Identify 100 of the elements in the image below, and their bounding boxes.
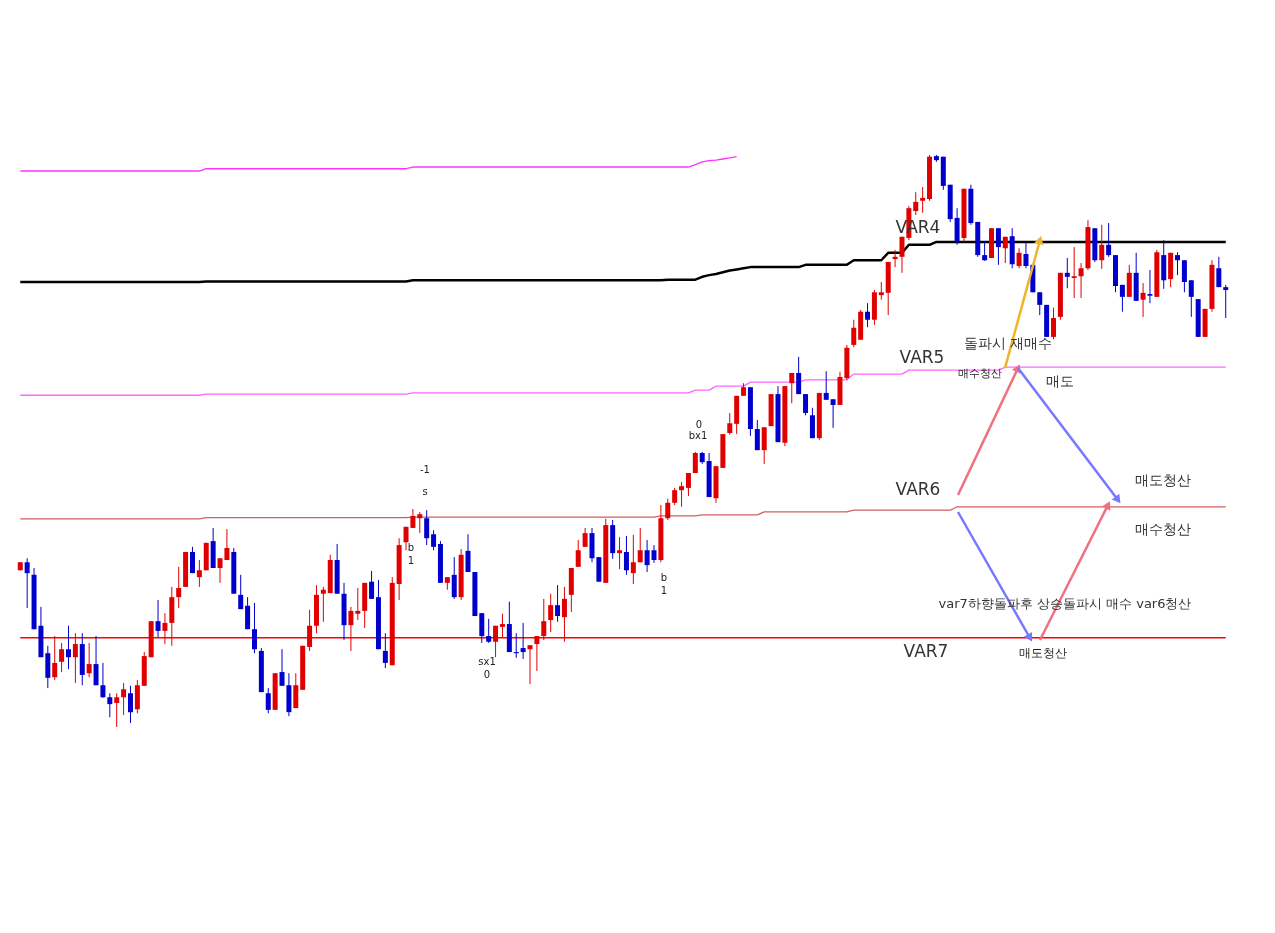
candlestick [520, 622, 526, 660]
candlestick [555, 584, 561, 623]
candlestick [1181, 259, 1187, 293]
annotation: VAR7 [903, 641, 949, 661]
candlestick [238, 574, 244, 610]
candlestick [451, 556, 457, 600]
candlestick [499, 613, 505, 638]
annotation: b [407, 542, 415, 553]
candlestick [162, 612, 168, 645]
candlestick [1099, 224, 1105, 270]
candlestick [679, 481, 685, 508]
candlestick [830, 398, 836, 429]
annotation: 매도청산 [1135, 472, 1191, 488]
candlestick [86, 642, 92, 678]
candlestick [196, 559, 202, 588]
candlestick [1216, 256, 1222, 288]
candlestick [1140, 282, 1146, 318]
annotation: 매도 [1046, 373, 1074, 389]
candlestick [1078, 262, 1084, 299]
candlestick [1064, 257, 1070, 289]
annotation: VAR6 [895, 479, 941, 499]
candlestick [348, 606, 354, 652]
candlestick [630, 534, 636, 585]
annotation: 매수청산 [958, 367, 1002, 380]
candlestick [920, 186, 926, 214]
annotation: -1 [420, 464, 430, 475]
candlestick [892, 249, 898, 268]
candlestick [761, 426, 767, 465]
candlestick [754, 419, 760, 451]
candlestick [72, 632, 78, 684]
candlestick [796, 356, 802, 395]
candlestick [1175, 251, 1181, 276]
candlestick [107, 692, 113, 718]
candlestick [1037, 291, 1043, 316]
candlestick [155, 599, 161, 638]
candlestick [293, 672, 299, 709]
candlestick [320, 586, 326, 623]
annotation: 0 [483, 669, 491, 680]
annotation: 매수청산 [1135, 521, 1191, 537]
candlestick [623, 535, 629, 576]
candlestick [582, 527, 588, 548]
annotation: s [422, 486, 428, 497]
candlestick [1051, 307, 1057, 340]
annotation: bx1 [688, 430, 708, 441]
annotation: VAR5 [899, 347, 945, 367]
candlestick [465, 533, 471, 573]
candlestick [665, 498, 671, 521]
annotation: 1 [407, 555, 415, 566]
candlestick [548, 593, 554, 633]
candlestick [637, 527, 643, 563]
candlestick [823, 370, 829, 401]
candlestick [685, 472, 691, 497]
candlestick [486, 618, 492, 644]
candlestick [1071, 246, 1077, 299]
candlestick [1188, 279, 1194, 318]
candlestick [1106, 222, 1112, 258]
annotation: b [660, 572, 668, 583]
candlestick [1223, 284, 1229, 319]
candlestick [417, 511, 423, 534]
candlestick [65, 625, 71, 670]
candlestick [382, 632, 388, 669]
candlestick [865, 302, 871, 328]
candlestick [176, 566, 182, 609]
candlestick [995, 227, 1001, 266]
candlestick [913, 191, 919, 216]
candlestick [899, 236, 905, 274]
candlestick [534, 635, 540, 672]
candlestick [127, 685, 133, 724]
candlestick [114, 692, 120, 728]
candlestick [1016, 247, 1022, 269]
candlestick [24, 557, 30, 609]
candlestick [727, 412, 733, 436]
candlestick [561, 586, 567, 643]
candlestick [1147, 269, 1153, 304]
candlestick [982, 241, 988, 262]
candlestick [789, 372, 795, 404]
candlestick [245, 596, 251, 630]
candlestick [479, 612, 485, 644]
candlestick [59, 642, 65, 673]
candlestick [803, 393, 809, 416]
annotation: 매도청산 [1019, 646, 1067, 660]
candlestick [93, 635, 99, 686]
candlestick [1002, 236, 1008, 264]
candlestick [355, 587, 361, 621]
candlestick [851, 319, 857, 348]
candlestick [541, 598, 547, 641]
annotation: sx1 [478, 656, 496, 667]
candlestick [251, 602, 257, 654]
annotation: 1 [660, 585, 668, 596]
candlestick [424, 509, 430, 546]
candlestick [52, 635, 58, 681]
candlestick [431, 529, 437, 551]
candlestick [121, 682, 127, 716]
candlestick [1023, 242, 1029, 269]
candlestick [617, 536, 623, 570]
candlestick [265, 687, 271, 714]
candlestick [527, 644, 533, 685]
candlestick [809, 407, 815, 439]
candlestick [1119, 284, 1125, 313]
annotation: 0 [695, 419, 703, 430]
